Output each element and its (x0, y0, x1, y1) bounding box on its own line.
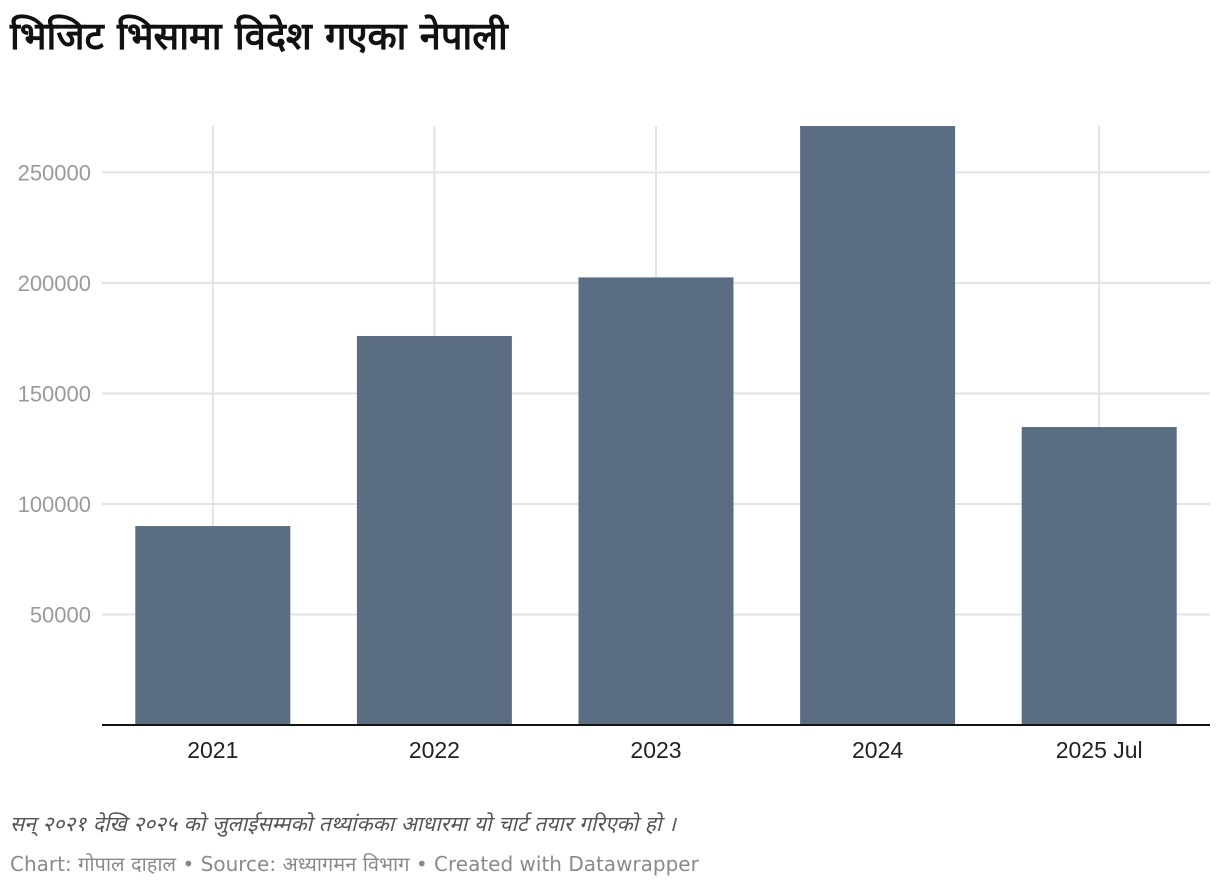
y-tick-label: 200000 (18, 271, 91, 296)
y-tick-label: 250000 (18, 160, 91, 185)
x-tick-label: 2022 (409, 737, 460, 763)
bar-2023 (578, 277, 734, 725)
x-tick-labels: 2021 2022 2023 2024 2025 Jul (187, 737, 1142, 763)
x-tick-label: 2025 Jul (1056, 737, 1143, 763)
y-tick-label: 100000 (18, 492, 91, 517)
y-tick-label: 50000 (30, 602, 91, 627)
chart-credit-label: Chart: (10, 852, 72, 876)
x-tick-label: 2024 (852, 737, 903, 763)
bar-2025-jul (1021, 427, 1177, 725)
bar-2021 (135, 526, 291, 725)
y-tick-labels: 50000 100000 150000 200000 250000 (18, 160, 91, 627)
created-with-link[interactable]: Created with Datawrapper (434, 852, 699, 876)
x-tick-label: 2023 (630, 737, 681, 763)
chart-title: भिजिट भिसामा विदेश गएका नेपाली (10, 14, 508, 58)
x-tick-label: 2021 (187, 737, 238, 763)
chart-footer: Chart: गोपाल दाहाल • Source: अध्यागमन वि… (10, 850, 699, 878)
bars (135, 126, 1177, 725)
source-name: अध्यागमन विभाग (282, 852, 410, 876)
bar-2024 (800, 126, 956, 725)
chart-notes: सन् २०२१ देखि २०२५ को जुलाईसम्मको तथ्यां… (10, 812, 677, 836)
source-label: Source: (200, 852, 277, 876)
chart-author: गोपाल दाहाल (78, 852, 177, 876)
y-tick-label: 150000 (18, 381, 91, 406)
bar-2022 (356, 335, 512, 725)
footer-separator: • (415, 852, 428, 876)
footer-separator: • (182, 852, 195, 876)
